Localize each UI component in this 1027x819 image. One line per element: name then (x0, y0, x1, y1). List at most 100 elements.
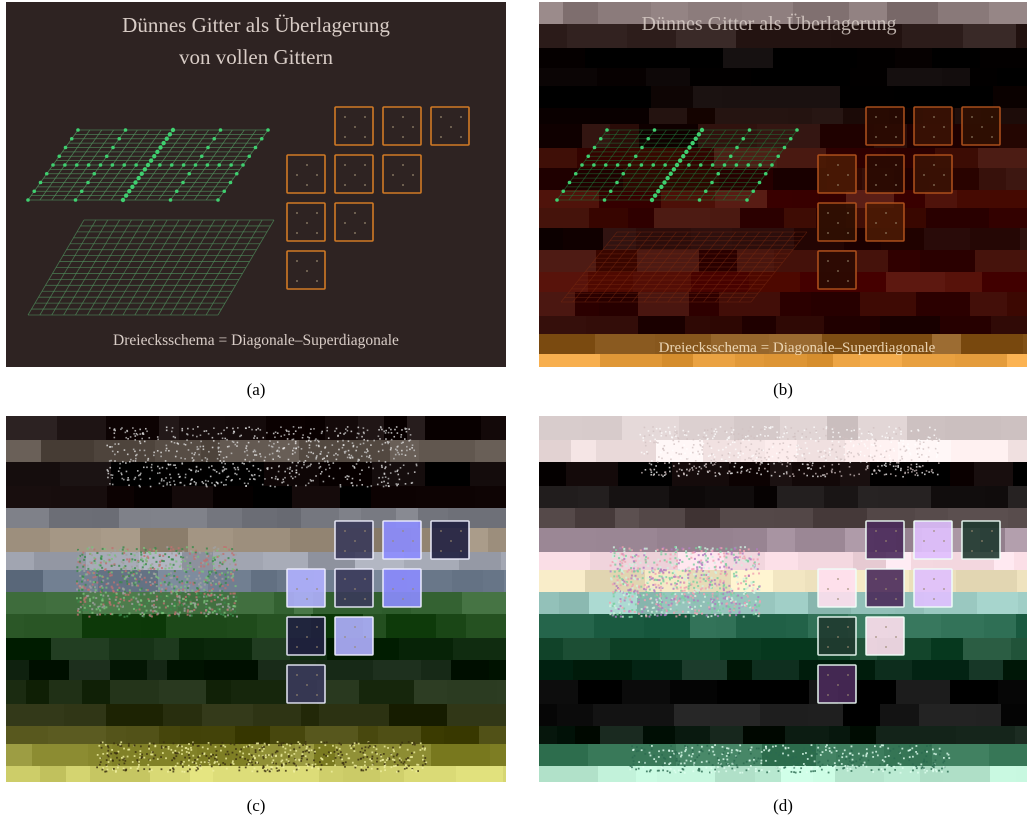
noise-dot (165, 477, 167, 479)
artifact-block (754, 486, 777, 508)
noise-dot (390, 766, 393, 769)
artifact-block (578, 680, 622, 704)
noise-dot (881, 464, 883, 467)
noise-dot (760, 473, 762, 476)
noise-dot (684, 550, 687, 553)
noise-dot (726, 596, 729, 599)
noise-dot (900, 430, 902, 433)
artifact-block (857, 48, 895, 68)
grid-point (741, 136, 746, 141)
noise-dot (76, 588, 79, 591)
noise-dot (750, 582, 753, 585)
noise-dot (812, 475, 814, 478)
noise-dot (224, 753, 227, 756)
noise-dot (643, 554, 646, 557)
noise-dot (651, 607, 654, 610)
box-point (306, 684, 308, 686)
box-point (402, 550, 404, 552)
noise-dot (647, 564, 650, 567)
noise-dot (409, 448, 411, 451)
grid-point (598, 136, 603, 141)
noise-dot (105, 770, 108, 773)
grid-point (592, 145, 597, 150)
noise-dot (195, 482, 197, 484)
noise-dot (168, 567, 171, 570)
noise-dot (742, 452, 744, 455)
artifact-block (404, 766, 456, 782)
noise-dot (656, 461, 659, 463)
noise-dot (291, 461, 294, 464)
noise-dot (633, 592, 636, 595)
noise-dot (342, 439, 344, 442)
noise-dot (675, 615, 678, 618)
noise-dot (225, 478, 227, 481)
noise-dot (747, 435, 749, 437)
noise-dot (865, 468, 867, 471)
slide-a-background (6, 2, 506, 367)
noise-dot (673, 553, 676, 556)
noise-dot (618, 568, 621, 571)
noise-dot (146, 602, 149, 605)
noise-dot (724, 562, 727, 565)
noise-dot (176, 612, 179, 615)
noise-dot (197, 426, 199, 428)
noise-dot (300, 426, 302, 429)
noise-dot (194, 569, 197, 572)
artifact-block (880, 334, 932, 354)
artifact-block (566, 462, 618, 486)
noise-dot (914, 443, 917, 446)
noise-dot (374, 745, 377, 747)
noise-dot (616, 575, 619, 578)
noise-dot (100, 555, 103, 558)
noise-dot (933, 432, 936, 435)
noise-dot (868, 455, 870, 458)
grid-point (123, 128, 128, 132)
noise-dot (840, 475, 843, 477)
noise-dot (658, 579, 661, 582)
noise-dot (189, 600, 192, 603)
noise-dot (697, 450, 699, 453)
noise-dot (376, 752, 378, 755)
noise-dot (853, 429, 855, 432)
noise-dot (183, 760, 185, 763)
noise-dot (139, 745, 142, 748)
box-point (895, 184, 897, 186)
noise-dot (371, 763, 374, 766)
noise-dot (727, 552, 730, 555)
noise-dot (160, 610, 163, 613)
artifact-block (1001, 416, 1027, 440)
noise-dot (276, 741, 279, 743)
noise-dot (716, 597, 719, 600)
noise-dot (742, 559, 745, 562)
noise-dot (634, 578, 637, 581)
noise-dot (757, 596, 760, 599)
noise-dot (229, 592, 232, 595)
artifact-block (999, 124, 1027, 148)
noise-dot (744, 560, 747, 563)
noise-dot (180, 762, 182, 765)
noise-dot (102, 752, 105, 755)
box-point (316, 694, 318, 696)
noise-dot (215, 571, 218, 574)
noise-dot (919, 465, 922, 468)
noise-dot (105, 606, 108, 609)
artifact-block (263, 552, 308, 570)
artifact-block (253, 486, 292, 508)
noise-dot (140, 587, 143, 590)
noise-dot (918, 456, 921, 459)
artifact-block (925, 190, 957, 208)
box-point (837, 184, 839, 186)
noise-dot (138, 756, 141, 759)
noise-dot (387, 442, 389, 445)
noise-dot (733, 454, 735, 457)
grid-point (44, 171, 49, 176)
noise-dot (263, 769, 266, 772)
noise-dot (742, 615, 745, 618)
grid-point (216, 198, 220, 202)
noise-dot (755, 457, 758, 459)
noise-dot (167, 583, 170, 586)
noise-dot (758, 601, 761, 604)
noise-dot (129, 591, 132, 594)
noise-dot (181, 548, 184, 551)
noise-dot (160, 756, 162, 758)
